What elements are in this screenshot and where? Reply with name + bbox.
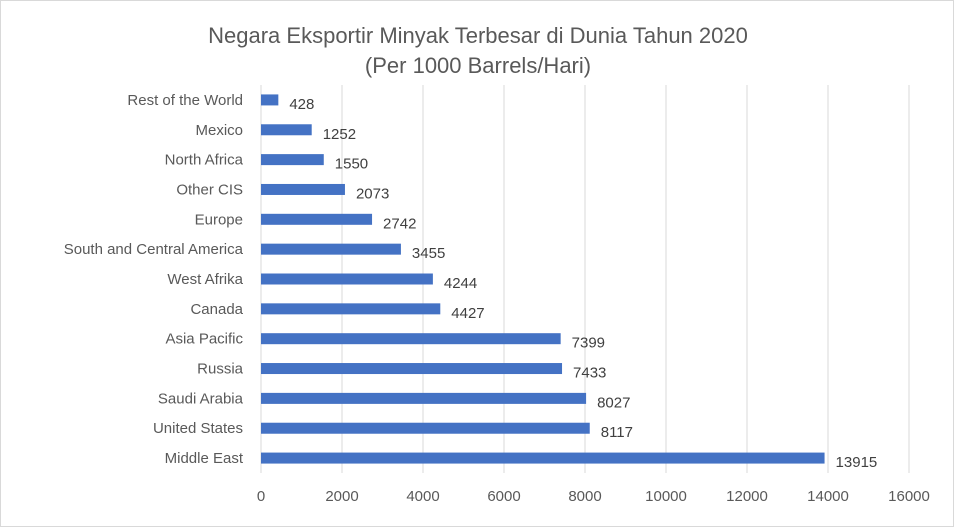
data-label-10: 8027	[597, 394, 630, 411]
category-label-10: Saudi Arabia	[158, 390, 244, 407]
category-label-1: Mexico	[195, 122, 243, 139]
bar-12	[261, 452, 825, 464]
bar-10	[261, 392, 587, 404]
data-label-8: 7399	[572, 335, 605, 352]
x-tick-label-4000: 4000	[406, 488, 439, 505]
bar-1	[261, 124, 312, 136]
category-label-8: Asia Pacific	[165, 331, 243, 348]
chart-title: Negara Eksportir Minyak Terbesar di Duni…	[208, 23, 748, 48]
category-label-2: North Africa	[165, 152, 244, 169]
data-label-0: 428	[289, 96, 314, 113]
x-tick-label-14000: 14000	[807, 488, 849, 505]
x-tick-label-0: 0	[257, 488, 265, 505]
category-label-7: Canada	[190, 301, 243, 318]
chart-title-block: Negara Eksportir Minyak Terbesar di Duni…	[1, 21, 954, 81]
bar-0	[261, 94, 279, 106]
chart-subtitle: (Per 1000 Barrels/Hari)	[364, 53, 592, 78]
category-label-3: Other CIS	[176, 181, 243, 198]
bar-3	[261, 183, 345, 195]
category-label-4: Europe	[195, 211, 243, 228]
bar-2	[261, 154, 324, 166]
category-label-12: Middle East	[165, 450, 244, 467]
data-label-3: 2073	[356, 185, 389, 202]
x-tick-label-2000: 2000	[325, 488, 358, 505]
category-label-5: South and Central America	[64, 241, 244, 258]
bar-4	[261, 213, 373, 225]
data-label-1: 1252	[323, 126, 356, 143]
data-label-5: 3455	[412, 245, 445, 262]
category-label-11: United States	[153, 420, 243, 437]
data-label-6: 4244	[444, 275, 477, 292]
data-label-2: 1550	[335, 156, 368, 173]
data-label-12: 13915	[836, 454, 878, 471]
category-label-0: Rest of the World	[127, 92, 243, 109]
bar-6	[261, 273, 433, 285]
bar-8	[261, 333, 561, 345]
bar-9	[261, 363, 563, 375]
data-label-11: 8117	[601, 424, 633, 441]
x-tick-label-12000: 12000	[726, 488, 768, 505]
data-label-7: 4427	[451, 305, 484, 322]
x-tick-label-8000: 8000	[568, 488, 601, 505]
category-label-9: Russia	[197, 361, 244, 378]
data-label-9: 7433	[573, 365, 606, 382]
category-label-6: West Afrika	[167, 271, 243, 288]
bar-5	[261, 243, 401, 255]
x-tick-label-10000: 10000	[645, 488, 687, 505]
data-label-4: 2742	[383, 215, 416, 232]
x-tick-label-6000: 6000	[487, 488, 520, 505]
x-tick-label-16000: 16000	[888, 488, 930, 505]
bar-7	[261, 303, 441, 315]
bar-11	[261, 422, 590, 434]
